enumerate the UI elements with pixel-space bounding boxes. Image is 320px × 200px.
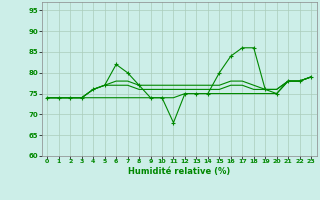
- X-axis label: Humidité relative (%): Humidité relative (%): [128, 167, 230, 176]
